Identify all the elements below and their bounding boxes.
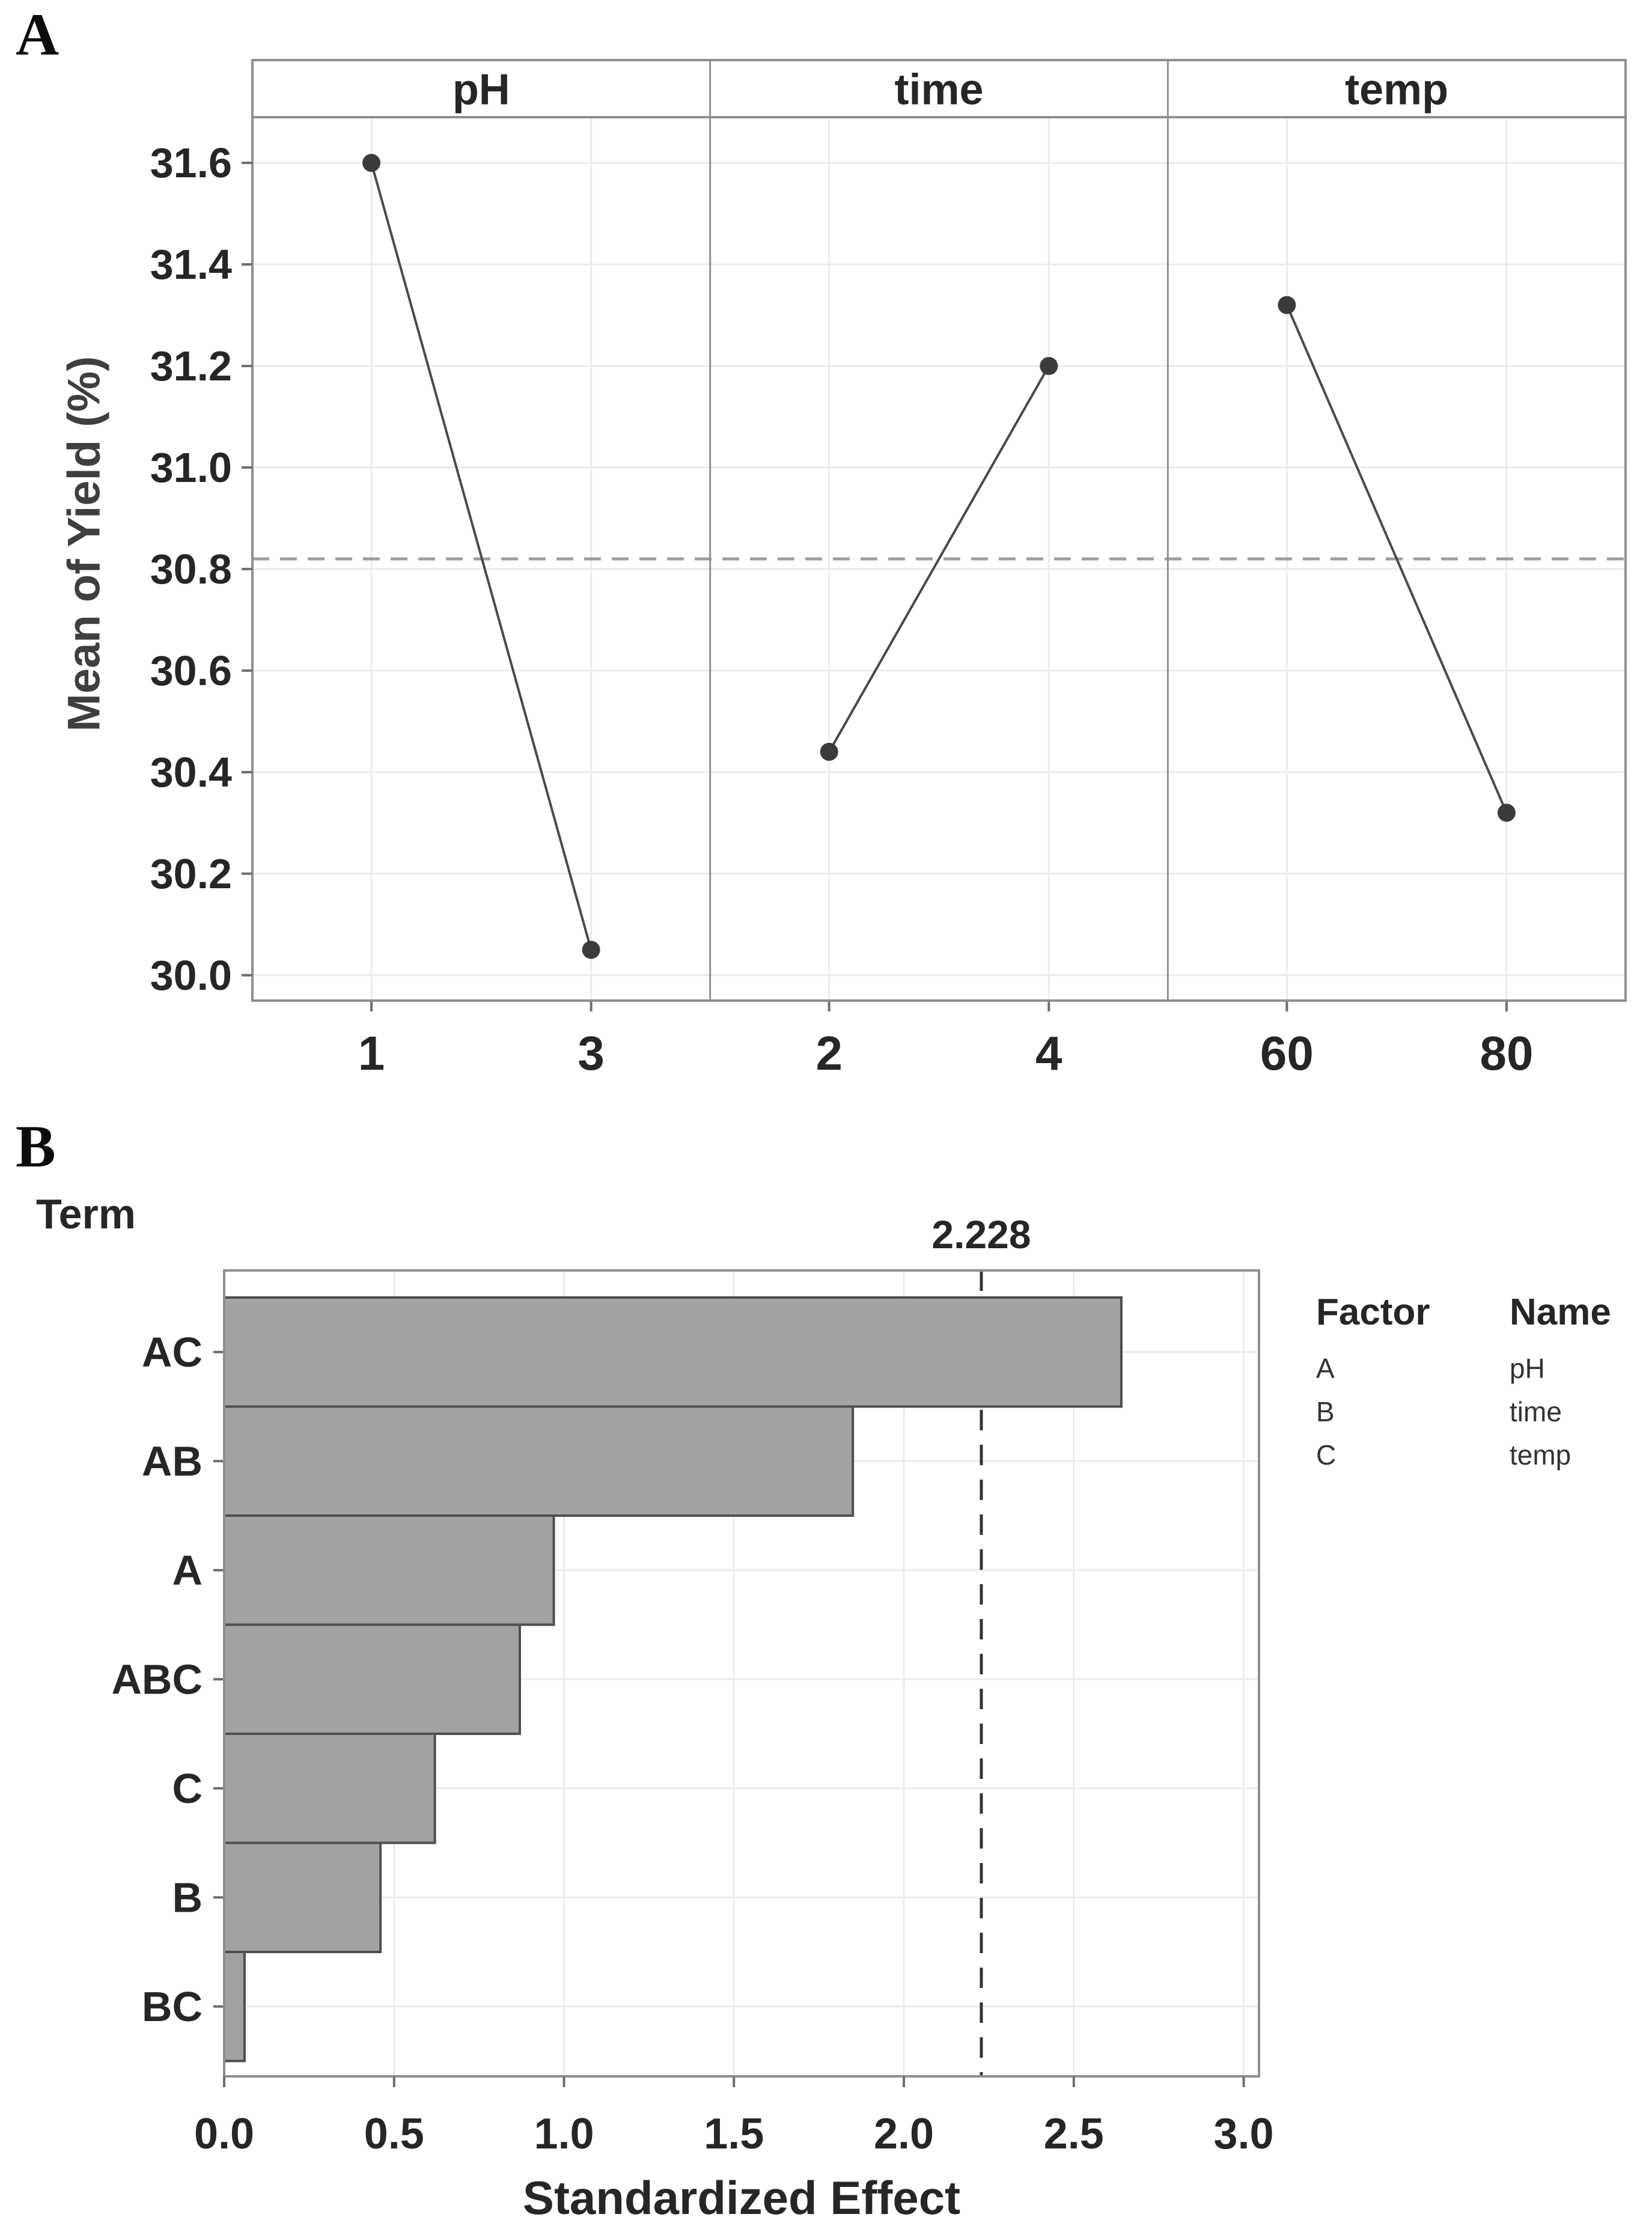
term-label-A: A bbox=[172, 1547, 203, 1594]
legend-factor-header: Factor bbox=[1316, 1291, 1430, 1333]
legend-name-ph: pH bbox=[1510, 1353, 1545, 1384]
plot-border bbox=[251, 59, 1627, 1002]
facet-strip-title-pH: pH bbox=[453, 66, 510, 114]
legend-factor-c: C bbox=[1316, 1439, 1337, 1471]
term-label-ABC: ABC bbox=[111, 1656, 203, 1703]
plot-border bbox=[223, 1269, 1260, 2078]
term-label-C: C bbox=[172, 1765, 203, 1812]
y-tick-label-31.6: 31.6 bbox=[150, 139, 232, 186]
x-tick-label-pH-3: 3 bbox=[578, 1026, 605, 1080]
x-tick-label-time-2: 2 bbox=[815, 1026, 843, 1080]
x-tick-label-2.0: 2.0 bbox=[874, 2110, 934, 2158]
y-tick-label-31.4: 31.4 bbox=[150, 241, 232, 288]
panel-b-label: B bbox=[16, 1113, 56, 1180]
y-tick-label-30.6: 30.6 bbox=[150, 647, 232, 694]
effect-line-pH bbox=[370, 162, 593, 951]
point-time-2 bbox=[820, 743, 838, 761]
x-tick-label-0.0: 0.0 bbox=[194, 2110, 254, 2158]
legend-factor-a: A bbox=[1316, 1353, 1335, 1384]
term-axis-title: Term bbox=[36, 1191, 136, 1237]
x-tick-label-time-4: 4 bbox=[1035, 1026, 1062, 1080]
bar-B bbox=[223, 1841, 382, 1953]
point-temp-60 bbox=[1278, 296, 1296, 314]
x-tick-label-pH-1: 1 bbox=[358, 1026, 385, 1080]
x-tick-label-temp-60: 60 bbox=[1260, 1026, 1314, 1080]
bar-ABC bbox=[223, 1623, 521, 1735]
point-pH-3 bbox=[582, 941, 600, 959]
bar-AC bbox=[223, 1296, 1123, 1408]
term-label-B: B bbox=[172, 1874, 203, 1921]
term-label-BC: BC bbox=[142, 1983, 203, 2030]
point-pH-1 bbox=[362, 154, 381, 172]
x-tick-label-1.0: 1.0 bbox=[534, 2110, 594, 2158]
bar-C bbox=[223, 1733, 436, 1844]
x-tick-label-2.5: 2.5 bbox=[1044, 2110, 1104, 2158]
y-tick-label-31.0: 31.0 bbox=[150, 444, 232, 491]
y-tick-label-30.8: 30.8 bbox=[150, 546, 232, 593]
legend-name-temp: temp bbox=[1510, 1439, 1571, 1471]
y-tick-label-31.2: 31.2 bbox=[150, 343, 232, 389]
panel-a-label: A bbox=[16, 1, 59, 68]
x-tick-label-1.5: 1.5 bbox=[704, 2110, 764, 2158]
panel-b-x-axis-title: Standardized Effect bbox=[522, 2171, 961, 2224]
term-label-AB: AB bbox=[142, 1438, 203, 1484]
x-tick-label-temp-80: 80 bbox=[1480, 1026, 1533, 1080]
effect-line-time bbox=[828, 365, 1050, 753]
point-temp-80 bbox=[1497, 803, 1516, 822]
y-tick-label-30.2: 30.2 bbox=[150, 850, 232, 897]
legend-name-header: Name bbox=[1510, 1291, 1611, 1333]
facet-strip-title-temp: temp bbox=[1345, 66, 1448, 114]
legend-factor-b: B bbox=[1316, 1396, 1335, 1427]
factor-legend: Factor Name A pH B time C temp bbox=[1316, 1291, 1611, 1477]
pareto-chart: AC AB A ABC C B BC 0.0 0.5 1.0 1.5 2.0 2.5 3.0 bbox=[111, 1269, 1274, 2158]
y-tick-label-30.0: 30.0 bbox=[150, 952, 232, 999]
legend-name-time: time bbox=[1510, 1396, 1562, 1427]
main-effects-plot: 1 3 pH 2 4 time 60 80 temp 30.0 30.2 30.4 30.6 30.8 31… bbox=[150, 59, 1627, 1080]
effect-line-temp bbox=[1285, 304, 1508, 814]
bar-A bbox=[223, 1514, 555, 1626]
bar-BC bbox=[223, 1951, 246, 2063]
reference-line-value: 2.228 bbox=[931, 1212, 1031, 1257]
term-label-AC: AC bbox=[142, 1329, 203, 1376]
y-tick-label-30.4: 30.4 bbox=[150, 749, 232, 796]
x-tick-label-3.0: 3.0 bbox=[1214, 2110, 1274, 2158]
bar-AB bbox=[223, 1405, 855, 1517]
facet-strip-title-time: time bbox=[894, 66, 983, 114]
x-tick-label-0.5: 0.5 bbox=[364, 2110, 424, 2158]
point-time-4 bbox=[1040, 356, 1058, 375]
